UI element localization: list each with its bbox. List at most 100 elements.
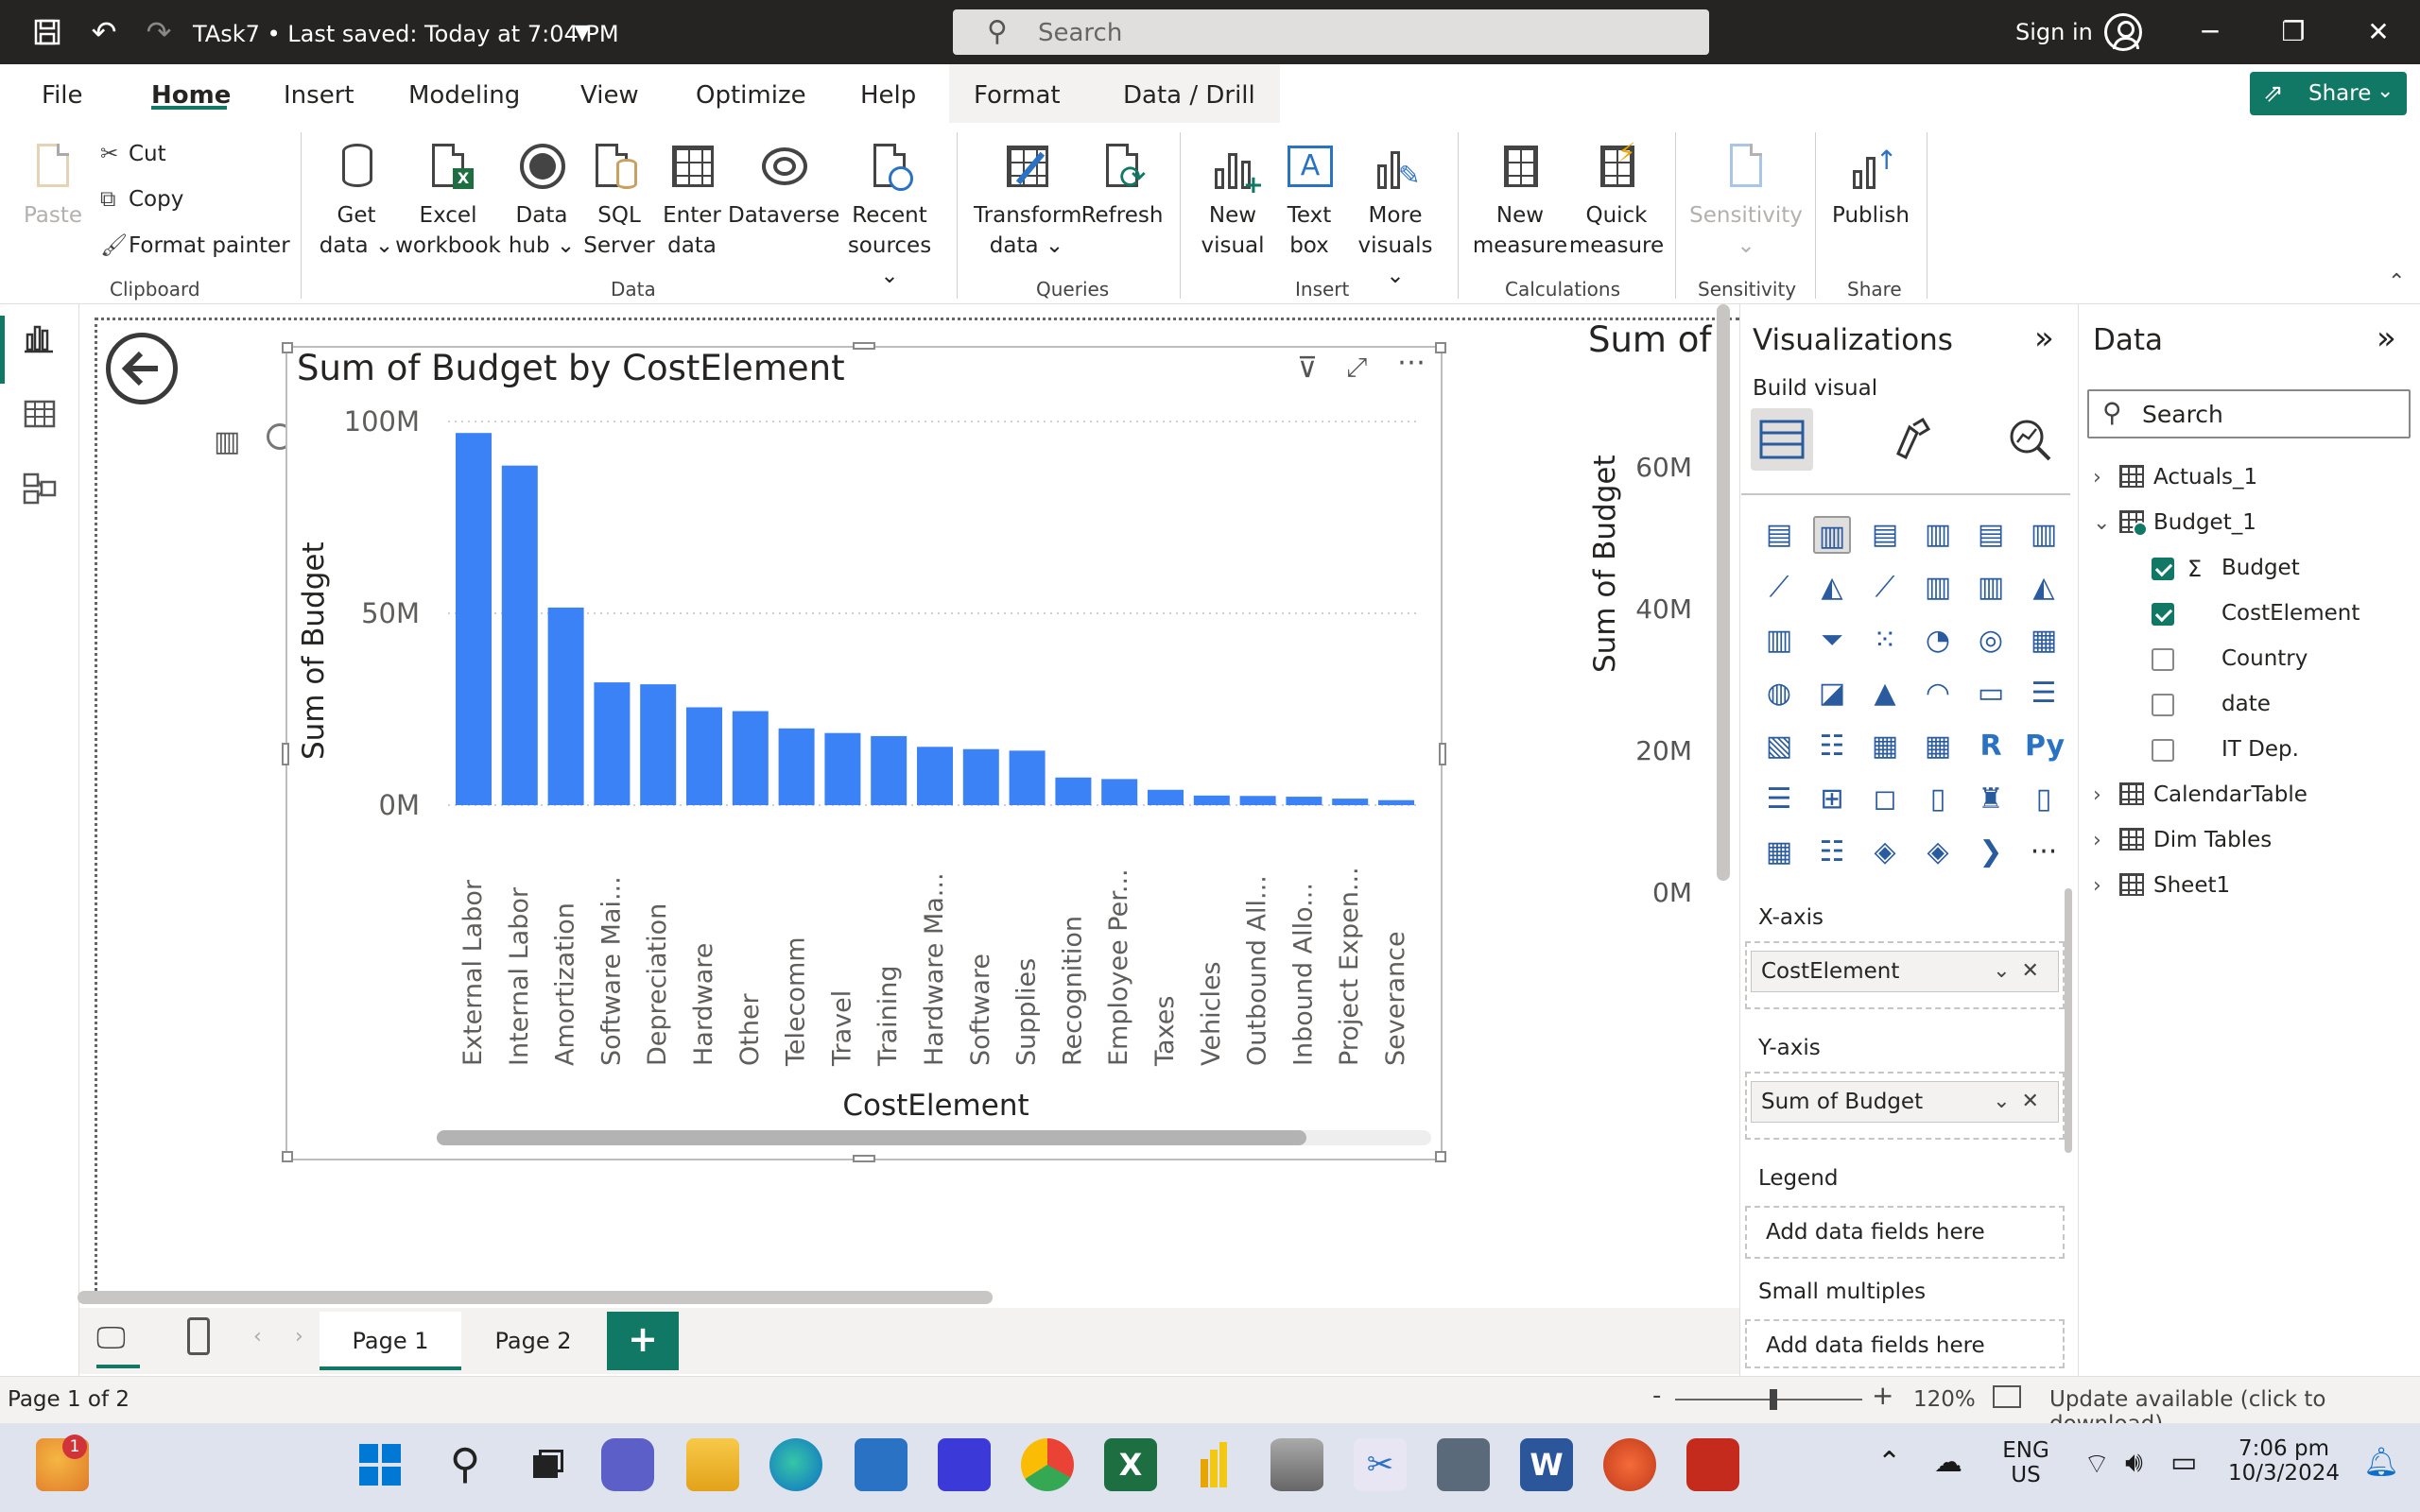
field-country[interactable]: Country [2221, 646, 2308, 671]
zoom-slider-thumb[interactable] [1770, 1389, 1777, 1410]
teams-icon[interactable] [601, 1438, 654, 1491]
undo-icon[interactable]: ↶ [91, 14, 117, 50]
collapse-data-icon[interactable]: » [2377, 319, 2396, 357]
line-icon[interactable]: ⟋ [1769, 571, 1789, 604]
snipping-tool-icon[interactable]: ✂ [1354, 1438, 1407, 1491]
edge-icon[interactable] [769, 1438, 822, 1491]
power-apps-icon[interactable]: ◈ [1927, 835, 1949, 868]
paste-button[interactable]: Paste [23, 140, 83, 231]
get-data-button[interactable]: Get data ⌄ [318, 140, 395, 261]
100-column-icon[interactable]: ▥ [2030, 518, 2058, 551]
table-icon[interactable]: ▦ [1871, 730, 1899, 763]
card-new-icon[interactable]: ▦ [1765, 835, 1793, 868]
ribbon-icon[interactable]: ◭ [2032, 571, 2055, 604]
field-costelement[interactable]: CostElement [2221, 601, 2360, 626]
menu-home[interactable]: Home [151, 81, 232, 110]
quick-measure-button[interactable]: ⚡ Quick measure [1568, 137, 1665, 259]
calculator-taskbar-icon[interactable] [1437, 1438, 1490, 1491]
resize-handle[interactable] [853, 342, 875, 350]
decomposition-tree-icon[interactable]: ⊞ [1820, 782, 1844, 816]
canvas-vertical-scrollbar[interactable] [1717, 304, 1730, 881]
share-button[interactable]: ⇗ Share ⌄ [2250, 72, 2407, 115]
resize-handle[interactable] [282, 342, 293, 353]
collapse-visualizations-icon[interactable]: » [2034, 319, 2054, 357]
donut-icon[interactable]: ◎ [1978, 624, 2004, 657]
back-button[interactable] [106, 333, 178, 404]
resize-handle[interactable] [1435, 1151, 1446, 1162]
notification-bell-icon[interactable]: 🔔︎ [2363, 1446, 2400, 1479]
metrics-icon[interactable]: ♜ [1978, 782, 2004, 816]
slicer-new-icon[interactable]: ☷ [1819, 835, 1845, 868]
field-chevron-remove-icons[interactable]: ⌄✕ [1993, 1090, 2050, 1113]
menu-view[interactable]: View [580, 81, 639, 110]
canvas-horizontal-scrollbar[interactable] [78, 1291, 993, 1304]
menu-data-drill[interactable]: Data / Drill [1123, 81, 1255, 110]
data-hub-button[interactable]: Data hub ⌄ [503, 140, 580, 261]
onedrive-icon[interactable]: ☁ [1934, 1446, 1962, 1479]
file-explorer-icon[interactable] [686, 1438, 739, 1491]
report-view-icon[interactable] [23, 321, 57, 355]
enter-data-button[interactable]: Enter data [658, 140, 726, 261]
menu-insert[interactable]: Insert [284, 81, 354, 110]
smart-narrative-icon[interactable]: ▯ [1929, 782, 1946, 816]
store-icon[interactable] [855, 1438, 908, 1491]
qna-icon[interactable]: ◻ [1873, 782, 1897, 816]
menu-modeling[interactable]: Modeling [408, 81, 521, 110]
matrix-icon[interactable]: ▦ [1924, 730, 1952, 763]
task-view-icon[interactable] [520, 1438, 573, 1491]
app-character-icon[interactable] [1603, 1438, 1656, 1491]
prev-page-icon[interactable]: ‹ [253, 1325, 262, 1349]
build-visual-fields-icon[interactable] [1758, 416, 1806, 472]
more-visuals-button[interactable]: ✎ More visuals ⌄ [1348, 140, 1443, 291]
title-search-box[interactable]: ⚲ Search [953, 9, 1709, 55]
transform-data-button[interactable]: Transform data ⌄ [974, 140, 1081, 261]
clustered-column-icon[interactable]: ▥ [1813, 516, 1851, 554]
kpi-icon[interactable]: ▧ [1765, 730, 1793, 763]
app-icon[interactable] [938, 1438, 991, 1491]
next-page-icon[interactable]: › [295, 1325, 303, 1349]
avatar-icon[interactable] [2104, 13, 2142, 51]
desktop-view-icon[interactable]: 🖵 [96, 1319, 126, 1355]
more-options-icon[interactable]: ⋯ [1397, 346, 1426, 379]
resize-handle[interactable] [282, 1151, 293, 1162]
checkbox-it-dep[interactable] [2152, 739, 2174, 762]
more-icon[interactable]: ··· [2030, 835, 2058, 868]
close-button[interactable]: ✕ [2367, 16, 2390, 47]
menu-optimize[interactable]: Optimize [696, 81, 806, 110]
card-icon[interactable]: ▭ [1977, 677, 2005, 710]
refresh-button[interactable]: ⟳ Refresh [1080, 140, 1165, 231]
volume-icon[interactable]: 🔊︎ [2125, 1446, 2143, 1479]
focus-mode-icon[interactable]: ⤢ [1346, 352, 1368, 383]
text-box-button[interactable]: A Text box [1272, 140, 1346, 261]
area-icon[interactable]: ◭ [1821, 571, 1843, 604]
table-actuals[interactable]: › Actuals_1 [2093, 465, 2258, 490]
table-budget[interactable]: ⌄ Budget_1 [2093, 510, 2256, 537]
arcgis-icon[interactable]: ◈ [1874, 835, 1896, 868]
checkbox-budget[interactable] [2152, 558, 2174, 580]
excel-taskbar-icon[interactable]: X [1104, 1438, 1157, 1491]
checkbox-date[interactable] [2152, 694, 2174, 716]
table-sheet1[interactable]: › Sheet1 [2093, 873, 2231, 898]
stacked-column-icon[interactable]: ▥ [1924, 518, 1952, 551]
visualizations-scrollbar[interactable] [2065, 888, 2072, 1153]
checkbox-country[interactable] [2152, 648, 2174, 671]
legend-well[interactable]: Add data fields here [1745, 1206, 2065, 1259]
dataverse-button[interactable]: Dataverse [728, 140, 839, 231]
menu-format[interactable]: Format [974, 81, 1061, 110]
sensitivity-button[interactable]: Sensitivity ⌄ [1686, 140, 1806, 261]
map-icon[interactable]: ◍ [1766, 677, 1792, 710]
checkbox-costelement[interactable] [2152, 603, 2174, 626]
python-visual-icon[interactable]: Py [2025, 730, 2066, 763]
y-axis-field[interactable]: Sum of Budget ⌄✕ [1751, 1081, 2059, 1123]
title-dropdown-icon[interactable]: ▼ [574, 20, 591, 44]
chart-scrollbar-thumb[interactable] [437, 1130, 1306, 1145]
taskbar-search-icon[interactable]: ⚲ [449, 1440, 481, 1488]
redo-icon[interactable]: ↷ [146, 14, 172, 50]
zoom-level[interactable]: 120% [1913, 1387, 1976, 1412]
wifi-icon[interactable]: ⌔ [2083, 1448, 2111, 1481]
zoom-out-button[interactable]: - [1652, 1382, 1662, 1410]
add-page-button[interactable]: + [607, 1312, 679, 1370]
new-measure-button[interactable]: New measure [1471, 140, 1569, 261]
collapse-ribbon-icon[interactable]: ⌃ [2388, 270, 2406, 294]
key-influencers-icon[interactable]: ☰ [1766, 782, 1792, 816]
